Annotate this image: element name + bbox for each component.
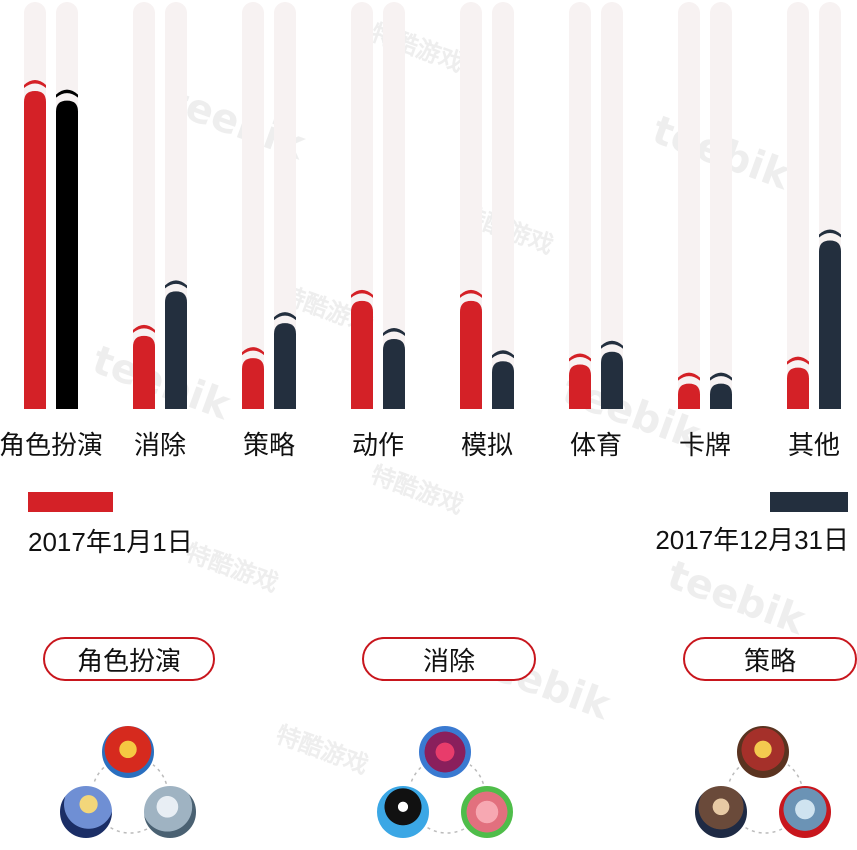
bar-track bbox=[383, 2, 405, 409]
bar-start-1 bbox=[133, 335, 155, 409]
category-label: 角色扮演 bbox=[0, 431, 103, 461]
bar-track bbox=[787, 2, 809, 409]
category-label: 卡牌 bbox=[679, 431, 731, 461]
granblue-fantasy-icon bbox=[142, 784, 198, 840]
bar-cap bbox=[819, 229, 841, 238]
bar-track bbox=[133, 2, 155, 409]
highlight-pill-match: 消除 bbox=[362, 637, 536, 681]
puzzle-dragons-icon bbox=[417, 724, 473, 780]
bar-cap bbox=[492, 350, 514, 359]
bar-track bbox=[710, 2, 732, 409]
bar-end-5 bbox=[601, 351, 623, 409]
bar-cap bbox=[787, 356, 809, 365]
watermark-cn: 特酷游戏 bbox=[182, 538, 283, 598]
category-label: 消除 bbox=[134, 431, 186, 461]
bar-end-7 bbox=[819, 240, 841, 409]
lords-mobile-icon bbox=[735, 724, 791, 780]
bar-track bbox=[678, 2, 700, 409]
bar-cap bbox=[165, 280, 187, 289]
bar-start-7 bbox=[787, 367, 809, 409]
monster-strike-icon bbox=[100, 724, 156, 780]
bar-end-3 bbox=[383, 339, 405, 409]
line-pokopang-icon bbox=[459, 784, 515, 840]
bar-cap bbox=[569, 353, 591, 362]
bar-cap bbox=[24, 80, 46, 89]
category-label: 动作 bbox=[352, 431, 404, 461]
bar-cap bbox=[56, 89, 78, 98]
game-icons-match bbox=[372, 720, 522, 850]
bar-start-6 bbox=[678, 383, 700, 409]
category-label: 策略 bbox=[243, 431, 295, 461]
bar-end-4 bbox=[492, 361, 514, 409]
bar-end-1 bbox=[165, 291, 187, 409]
bar-cap bbox=[383, 328, 405, 337]
bar-cap bbox=[351, 289, 373, 298]
bar-chart: 角色扮演 消除 策略 动作 模拟 体育 卡牌 其他 bbox=[0, 2, 841, 461]
disney-tsum-tsum-icon bbox=[375, 784, 431, 840]
bar-end-2 bbox=[274, 323, 296, 409]
game-icons-role-playing bbox=[55, 720, 205, 850]
legend-swatch-start bbox=[28, 492, 113, 512]
fate-grand-order-icon bbox=[58, 784, 114, 840]
highlight-pill-strategy: 策略 bbox=[683, 637, 857, 681]
bar-track bbox=[601, 2, 623, 409]
watermark-cn: 特酷游戏 bbox=[272, 720, 373, 780]
watermark-brand: teebik bbox=[661, 552, 811, 644]
bar-cap bbox=[242, 347, 264, 356]
bar-track bbox=[242, 2, 264, 409]
bar-start-5 bbox=[569, 364, 591, 409]
bar-track bbox=[569, 2, 591, 409]
bar-start-4 bbox=[460, 300, 482, 409]
bar-track bbox=[492, 2, 514, 409]
bar-cap bbox=[274, 312, 296, 321]
warship-anniversary-icon bbox=[777, 784, 833, 840]
bar-cap bbox=[460, 289, 482, 298]
bar-start-3 bbox=[351, 300, 373, 409]
legend-swatch-end bbox=[770, 492, 848, 512]
highlight-pill-role-playing: 角色扮演 bbox=[43, 637, 215, 681]
category-label: 其他 bbox=[788, 431, 840, 461]
legend-end-label: 2017年12月31日 bbox=[655, 525, 849, 555]
bar-start-0 bbox=[24, 91, 46, 409]
three-kingdoms-icon bbox=[693, 784, 749, 840]
game-icons-strategy bbox=[690, 720, 840, 850]
bar-start-2 bbox=[242, 358, 264, 409]
bar-end-6 bbox=[710, 383, 732, 409]
category-label: 体育 bbox=[570, 431, 622, 461]
category-label: 模拟 bbox=[461, 431, 513, 461]
legend-start-label: 2017年1月1日 bbox=[28, 527, 193, 557]
bar-cap bbox=[133, 324, 155, 333]
bar-cap bbox=[678, 372, 700, 381]
bar-end-0 bbox=[56, 100, 78, 409]
bar-track bbox=[274, 2, 296, 409]
bar-cap bbox=[601, 340, 623, 349]
bar-cap bbox=[710, 372, 732, 381]
